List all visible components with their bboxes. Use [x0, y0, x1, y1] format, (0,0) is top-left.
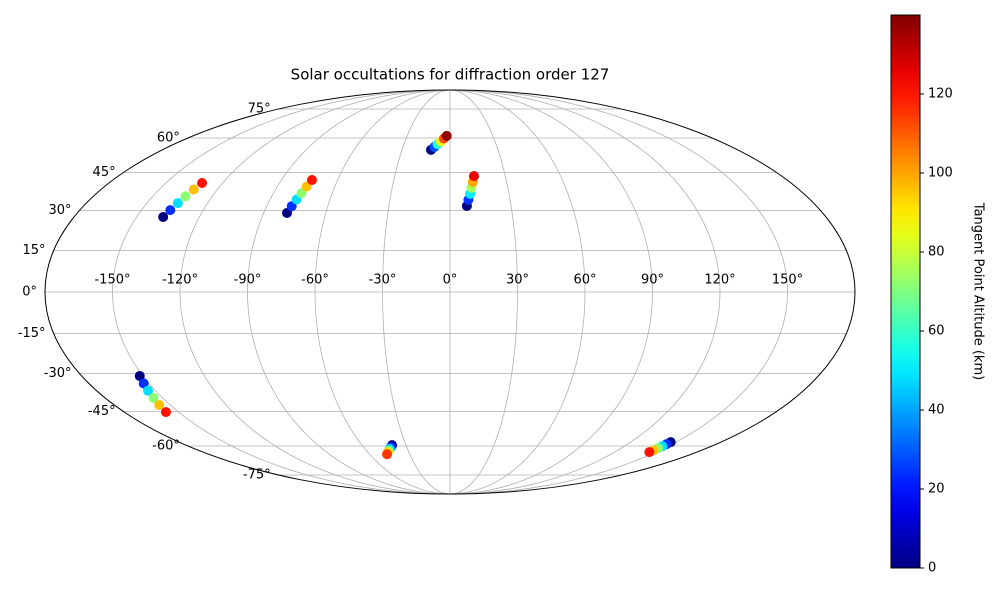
data-point — [148, 393, 159, 404]
chart-title: Solar occultations for diffraction order… — [291, 66, 610, 84]
y-tick-label: 15° — [23, 243, 46, 258]
grid-line — [449, 89, 721, 495]
data-point — [382, 449, 393, 460]
grid-line — [314, 89, 451, 495]
x-tick-label: -90° — [234, 273, 262, 288]
grid-line — [179, 89, 451, 495]
data-point — [172, 198, 183, 209]
x-tick-label: -150° — [94, 273, 130, 288]
y-tick-label: -45° — [88, 404, 116, 419]
colorbar-tick-label: 60 — [928, 324, 945, 339]
data-point — [644, 447, 655, 458]
data-point — [143, 385, 154, 396]
y-tick-label: -60° — [152, 439, 180, 454]
data-point — [158, 211, 169, 222]
data-point — [138, 378, 149, 389]
x-tick-label: -120° — [162, 273, 198, 288]
y-tick-label: -15° — [18, 326, 46, 341]
y-tick-label: -30° — [44, 366, 72, 381]
colorbar-tick-label: 80 — [928, 245, 945, 260]
y-tick-label: 60° — [157, 130, 180, 145]
y-tick-label: 30° — [48, 203, 71, 218]
y-tick-label: 45° — [93, 165, 116, 180]
colorbar-tick-label: 100 — [928, 166, 953, 181]
data-point — [197, 177, 208, 188]
grid-line — [247, 89, 451, 495]
grid-line — [112, 89, 451, 495]
x-tick-label: 150° — [772, 273, 803, 288]
y-tick-label: 0° — [22, 285, 37, 300]
colorbar-tick-label: 0 — [928, 561, 936, 576]
colorbar-tick-label: 40 — [928, 403, 945, 418]
colorbar-label: Tangent Point Altitude (km) — [971, 202, 986, 380]
data-point — [165, 205, 176, 216]
x-tick-label: 30° — [506, 273, 529, 288]
x-tick-label: 90° — [641, 273, 664, 288]
grid-line — [449, 89, 518, 495]
data-point — [188, 184, 199, 195]
x-tick-label: 120° — [704, 273, 735, 288]
x-tick-label: 0° — [443, 273, 458, 288]
data-point — [468, 171, 479, 182]
data-point — [306, 175, 317, 186]
grid-line — [382, 89, 451, 495]
colorbar-tick-label: 120 — [928, 87, 953, 102]
data-point — [441, 130, 452, 141]
map-outline — [44, 89, 856, 495]
colorbar — [890, 14, 921, 569]
data-point — [134, 370, 145, 381]
data-point — [160, 407, 171, 418]
x-tick-label: 60° — [573, 273, 596, 288]
data-point — [154, 399, 165, 410]
grid-line — [449, 89, 586, 495]
x-tick-label: -30° — [369, 273, 397, 288]
x-tick-label: -60° — [301, 273, 329, 288]
colorbar-tick-label: 20 — [928, 482, 945, 497]
grid-line — [449, 89, 653, 495]
data-point — [180, 191, 191, 202]
